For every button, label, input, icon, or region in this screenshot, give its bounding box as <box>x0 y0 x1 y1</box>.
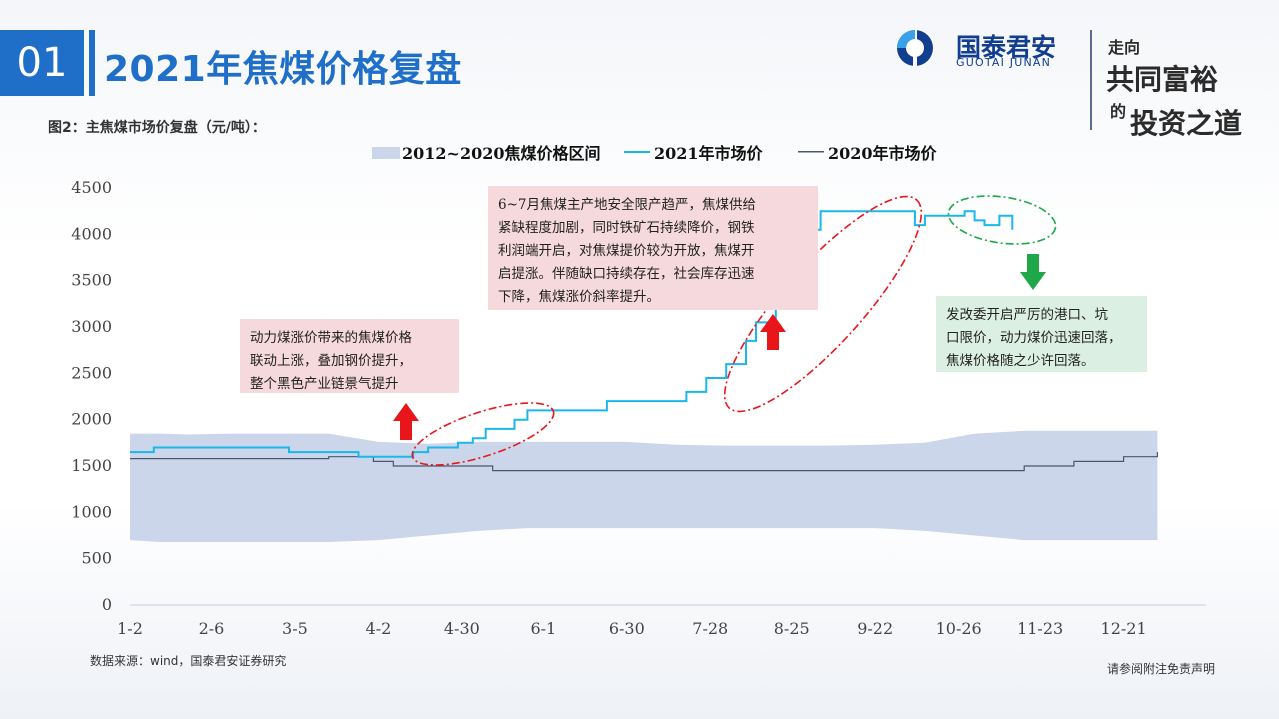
x-tick-label: 11-23 <box>1017 619 1063 638</box>
x-tick-label: 6-1 <box>530 619 556 638</box>
page-title: 2021年焦煤价格复盘 <box>104 49 462 90</box>
legend-swatch-2020 <box>798 151 824 153</box>
x-tick-label: 4-30 <box>444 619 480 638</box>
annotation-peak: 发改委开启严厉的港口、坑 口限价，动力煤价迅速回落， 焦煤价格随之少许回落。 <box>936 296 1147 372</box>
x-tick-label: 12-21 <box>1101 619 1147 638</box>
y-tick-label: 1000 <box>71 502 112 521</box>
annotation-line: 焦煤价格随之少许回落。 <box>946 353 1095 369</box>
annotation-line: 联动上涨，叠加钢价提升， <box>250 353 412 369</box>
y-tick-label: 4000 <box>71 224 112 243</box>
x-tick-label: 2-6 <box>199 619 225 638</box>
y-tick-label: 3500 <box>71 271 112 290</box>
y-tick-label: 4500 <box>71 178 112 197</box>
disclaimer-note: 请参阅附注免责声明 <box>1107 662 1216 676</box>
slogan-line-4: 投资之道 <box>1130 107 1243 140</box>
legend-swatch-band <box>372 147 400 159</box>
x-tick-label: 7-28 <box>692 619 728 638</box>
annotation-line: 下降，焦煤涨价斜率提升。 <box>498 289 660 305</box>
section-number: 01 <box>0 30 84 96</box>
logo-name: 国泰君安 <box>956 33 1057 62</box>
ellipse-summer-rise <box>723 195 923 413</box>
annotation-line: 6~7月焦煤主产地安全限产趋严，焦煤供给 <box>498 197 756 213</box>
x-tick-label: 4-2 <box>366 619 392 638</box>
annotation-line: 动力煤涨价带来的焦煤价格 <box>250 330 412 346</box>
annotation-line: 口限价，动力煤价迅速回落， <box>946 330 1122 346</box>
annotation-line: 紧缺程度加剧，同时铁矿石持续降价，钢铁 <box>498 220 755 236</box>
title-accent-bar <box>89 30 95 96</box>
x-tick-label: 9-22 <box>857 619 893 638</box>
annotation-line: 整个黑色产业链景气提升 <box>250 376 399 392</box>
figure-caption: 图2：主焦煤市场价复盘（元/吨）： <box>48 120 266 136</box>
annotation-line: 利润端开启，对焦煤提价较为开放，焦煤开 <box>498 243 755 259</box>
slogan-line-3: 的 <box>1110 102 1127 121</box>
legend-label-band: 2012~2020焦煤价格区间 <box>402 144 601 163</box>
y-tick-label: 2000 <box>71 410 112 429</box>
up-arrow-icon <box>760 314 786 350</box>
y-tick-label: 3000 <box>71 317 112 336</box>
series-band-2012-2020 <box>130 430 1158 542</box>
x-tick-label: 10-26 <box>936 619 982 638</box>
x-tick-label: 1-2 <box>117 619 143 638</box>
annotation-summer: 6~7月焦煤主产地安全限产趋严，焦煤供给 紧缺程度加剧，同时铁矿石持续降价，钢铁… <box>488 186 818 310</box>
annotation-line: 启提涨。伴随缺口持续存在，社会库存迅速 <box>498 266 755 282</box>
annotation-line: 发改委开启严厉的港口、坑 <box>946 307 1108 323</box>
header-divider <box>1090 30 1092 130</box>
slogan-calligraphy: 走向 共同富裕 的 投资之道 <box>1100 30 1250 140</box>
y-tick-label: 1500 <box>71 456 112 475</box>
logo-english-name: GUOTAI JUNAN <box>956 56 1052 69</box>
slogan-line-2: 共同富裕 <box>1106 63 1219 96</box>
x-tick-label: 3-5 <box>282 619 308 638</box>
legend-swatch-2021 <box>624 151 650 153</box>
slogan-line-1: 走向 <box>1108 38 1141 57</box>
legend-label-2020: 2020年市场价 <box>828 144 937 163</box>
up-arrow-icon <box>393 403 419 440</box>
data-source-note: 数据来源：wind，国泰君安证券研究 <box>90 654 287 668</box>
legend-label-2021: 2021年市场价 <box>654 144 763 163</box>
annotation-april: 动力煤涨价带来的焦煤价格 联动上涨，叠加钢价提升， 整个黑色产业链景气提升 <box>240 319 459 393</box>
x-tick-label: 6-30 <box>609 619 645 638</box>
x-tick-label: 8-25 <box>774 619 810 638</box>
ellipse-peak <box>947 195 1057 245</box>
y-tick-label: 500 <box>81 549 112 568</box>
ellipse-april-rise <box>411 402 555 466</box>
y-tick-label: 0 <box>102 595 112 614</box>
y-tick-label: 2500 <box>71 363 112 382</box>
down-arrow-icon <box>1020 254 1046 290</box>
guotai-junan-logo-icon <box>897 30 933 66</box>
